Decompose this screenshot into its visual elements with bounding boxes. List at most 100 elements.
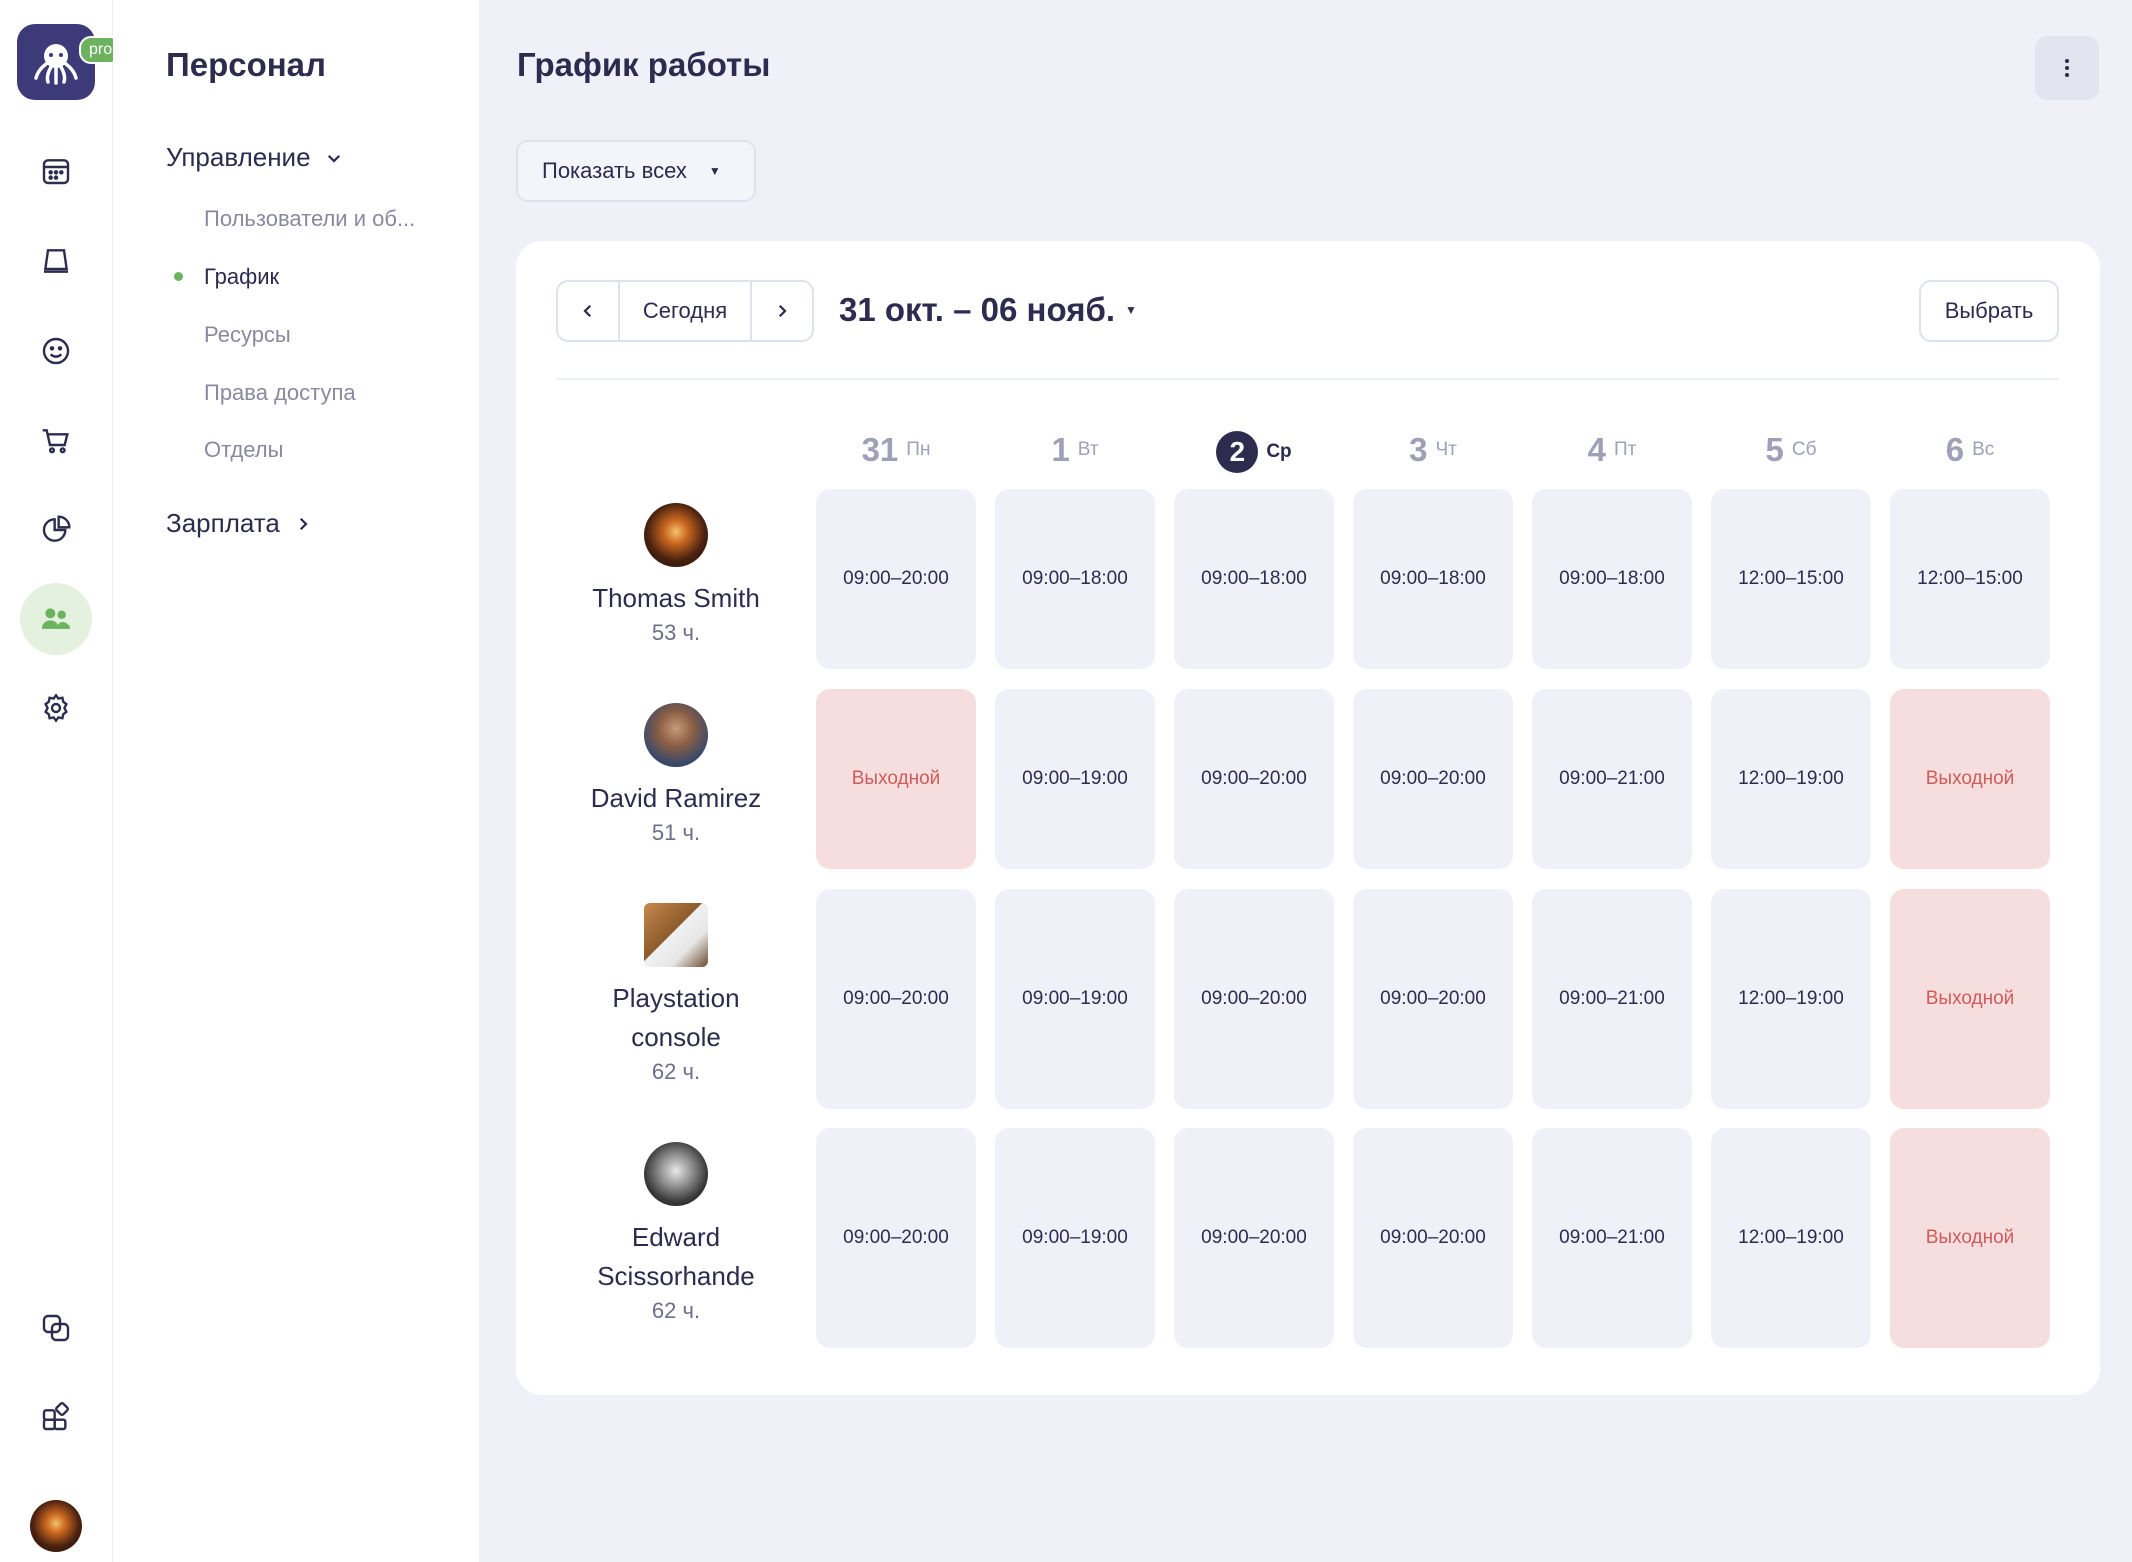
day-off-cell[interactable]: Выходной xyxy=(1890,689,2050,869)
day-header: 31 Пн xyxy=(816,431,976,469)
day-header: 5 Сб xyxy=(1711,431,1871,469)
employee-name: Thomas Smith xyxy=(592,583,760,613)
page-title: График работы xyxy=(517,46,771,83)
octopus-logo-icon xyxy=(34,44,78,85)
shift-cell[interactable]: 12:00–19:00 xyxy=(1711,689,1871,869)
shift-cell[interactable]: 09:00–20:00 xyxy=(816,889,976,1109)
day-name: Вт xyxy=(1077,439,1099,460)
shift-cell[interactable]: 09:00–19:00 xyxy=(995,889,1155,1109)
employee-hours: 53 ч. xyxy=(651,620,701,645)
day-header: 1 Вт xyxy=(995,431,1155,469)
sidebar-item-schedule[interactable]: График xyxy=(204,264,280,289)
shift-cell[interactable]: 09:00–18:00 xyxy=(1532,489,1692,669)
day-number: 1 xyxy=(1051,431,1070,468)
day-header: 4 Пт xyxy=(1532,431,1692,469)
icon-rail: pro xyxy=(0,0,123,1562)
day-number: 3 xyxy=(1409,431,1428,468)
day-number: 6 xyxy=(1945,431,1965,468)
shift-cell[interactable]: 12:00–19:00 xyxy=(1711,889,1871,1109)
day-name: Чт xyxy=(1435,439,1457,460)
shift-cell[interactable]: 09:00–18:00 xyxy=(995,489,1155,669)
caret-down-icon: ▼ xyxy=(708,164,721,178)
apps-icon[interactable] xyxy=(20,1381,92,1453)
shift-cell[interactable]: 09:00–20:00 xyxy=(816,489,976,669)
day-name: Пн xyxy=(906,439,931,460)
employee-name: David Ramirez xyxy=(590,783,762,813)
shift-cell[interactable]: 09:00–18:00 xyxy=(1174,489,1334,669)
today-button[interactable]: Сегодня xyxy=(618,282,752,340)
day-header: 2 Ср xyxy=(1174,431,1334,473)
day-number: 2 xyxy=(1216,431,1259,473)
divider xyxy=(556,378,2059,380)
shift-cell[interactable]: 09:00–20:00 xyxy=(1174,889,1334,1109)
sidebar-title: Персонал xyxy=(166,46,326,83)
chevron-left-icon xyxy=(583,304,592,318)
shift-cell[interactable]: 09:00–20:00 xyxy=(1353,689,1513,869)
kebab-menu-icon xyxy=(2065,59,2069,77)
day-header: 6 Вс xyxy=(1890,431,2050,469)
employee-hours: 62 ч. xyxy=(651,1298,701,1323)
sidebar-item-access-rights[interactable]: Права доступа xyxy=(204,380,356,405)
smile-icon[interactable] xyxy=(20,315,92,387)
sidebar-group-label: Зарплата xyxy=(166,508,280,538)
shift-cell[interactable]: 09:00–18:00 xyxy=(1353,489,1513,669)
day-number: 31 xyxy=(861,431,899,468)
shift-cell[interactable]: 09:00–20:00 xyxy=(1174,689,1334,869)
sidebar-item-users[interactable]: Пользователи и об... xyxy=(204,206,416,231)
employee-avatar xyxy=(644,503,708,567)
sidebar-item-resources[interactable]: Ресурсы xyxy=(204,322,291,347)
shift-cell[interactable]: 09:00–20:00 xyxy=(1174,1128,1334,1348)
pie-chart-icon[interactable] xyxy=(20,494,92,566)
cart-icon[interactable] xyxy=(20,405,92,477)
employee-hours: 62 ч. xyxy=(651,1059,701,1084)
employee-avatar xyxy=(644,903,708,967)
employee-info[interactable]: Playstation console 62 ч. xyxy=(564,903,788,1085)
employee-name: Playstation console xyxy=(612,983,740,1052)
employee-info[interactable]: David Ramirez 51 ч. xyxy=(564,703,788,846)
shift-cell[interactable]: 09:00–20:00 xyxy=(816,1128,976,1348)
shift-cell[interactable]: 09:00–21:00 xyxy=(1532,889,1692,1109)
shift-cell[interactable]: 09:00–21:00 xyxy=(1532,1128,1692,1348)
day-number: 4 xyxy=(1587,431,1606,468)
employee-avatar xyxy=(644,1142,708,1206)
day-off-cell[interactable]: Выходной xyxy=(816,689,976,869)
user-avatar[interactable] xyxy=(30,1500,82,1552)
app-logo[interactable]: pro xyxy=(17,24,123,100)
shift-cell[interactable]: 12:00–15:00 xyxy=(1711,489,1871,669)
sidebar-item-departments[interactable]: Отделы xyxy=(204,437,284,462)
more-options-button[interactable] xyxy=(2035,36,2099,100)
shift-cell[interactable]: 12:00–15:00 xyxy=(1890,489,2050,669)
chevron-down-icon xyxy=(327,154,340,163)
employee-info[interactable]: Edward Scissorhande 62 ч. xyxy=(564,1142,788,1324)
employee-name: Edward Scissorhande xyxy=(597,1222,755,1291)
copy-icon[interactable] xyxy=(20,1292,92,1364)
sidebar-group-management[interactable]: Управление xyxy=(166,142,343,173)
day-off-cell[interactable]: Выходной xyxy=(1890,1128,2050,1348)
prev-week-button[interactable] xyxy=(558,282,618,340)
shift-cell[interactable]: 09:00–19:00 xyxy=(995,1128,1155,1348)
inbox-icon[interactable] xyxy=(20,225,92,297)
employee-info[interactable]: Thomas Smith 53 ч. xyxy=(564,503,788,646)
shift-cell[interactable]: 12:00–19:00 xyxy=(1711,1128,1871,1348)
chevron-right-icon xyxy=(299,517,308,530)
schedule-card: Сегодня 31 окт. – 06 нояб. ▼ Выбрать 31 П… xyxy=(516,241,2100,1395)
shift-cell[interactable]: 09:00–20:00 xyxy=(1353,889,1513,1109)
show-all-dropdown[interactable]: Показать всех ▼ xyxy=(516,140,756,202)
sidebar-group-salary[interactable]: Зарплата xyxy=(166,508,312,539)
shift-cell[interactable]: 09:00–21:00 xyxy=(1532,689,1692,869)
calendar-icon[interactable] xyxy=(20,135,92,207)
day-name: Пт xyxy=(1614,439,1637,460)
day-name: Вс xyxy=(1972,439,1995,460)
section-sidebar: Персонал Управление Пользователи и об...… xyxy=(113,0,479,1562)
date-range-label: 31 окт. – 06 нояб. xyxy=(839,291,1116,328)
shift-cell[interactable]: 09:00–19:00 xyxy=(995,689,1155,869)
day-name: Сб xyxy=(1791,439,1817,460)
day-off-cell[interactable]: Выходной xyxy=(1890,889,2050,1109)
date-range-picker[interactable]: 31 окт. – 06 нояб. ▼ xyxy=(839,291,1137,329)
select-button[interactable]: Выбрать xyxy=(1919,280,2059,342)
gear-icon[interactable] xyxy=(20,672,92,744)
next-week-button[interactable] xyxy=(752,282,812,340)
people-icon[interactable] xyxy=(20,583,92,655)
shift-cell[interactable]: 09:00–20:00 xyxy=(1353,1128,1513,1348)
active-dot xyxy=(174,272,183,281)
